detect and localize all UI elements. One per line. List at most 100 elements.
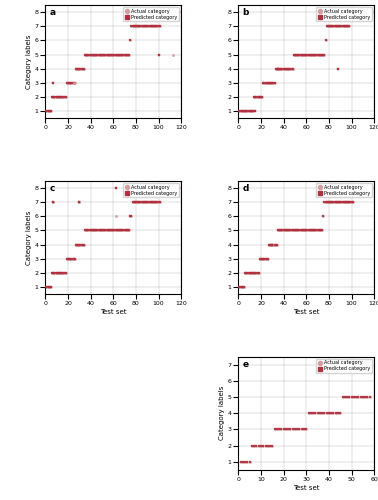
Point (252, 93, 258, 101)
Point (125, 226, 131, 234)
Point (349, 393, 355, 401)
Point (299, 50, 305, 58)
Point (319, 50, 325, 58)
Point (156, 198, 162, 206)
Point (141, 198, 147, 206)
Point (91, 226, 97, 234)
Point (338, 22, 344, 30)
Point (258, 255, 264, 263)
Point (149, 198, 155, 206)
Point (363, 184, 369, 192)
Point (90, 50, 96, 58)
Point (305, 410, 311, 418)
Point (90, 226, 96, 234)
Point (319, 226, 325, 234)
Point (70, 255, 76, 263)
Point (267, 240, 273, 248)
Point (130, 22, 136, 30)
Point (294, 226, 300, 234)
Point (286, 226, 292, 234)
Point (260, 79, 266, 87)
Point (268, 240, 274, 248)
Point (349, 198, 355, 206)
Point (353, 184, 359, 192)
Point (361, 184, 367, 192)
Point (250, 108, 256, 116)
Point (278, 226, 284, 234)
Point (130, 198, 136, 206)
Point (112, 226, 118, 234)
Y-axis label: Category labels: Category labels (218, 386, 225, 440)
Point (324, 22, 330, 30)
Point (297, 50, 304, 58)
Point (124, 226, 130, 234)
Point (163, 184, 169, 192)
Point (262, 255, 268, 263)
Point (285, 426, 291, 434)
Point (282, 65, 288, 73)
Point (74, 240, 80, 248)
Point (110, 50, 116, 58)
Point (240, 283, 246, 291)
Point (364, 8, 370, 16)
Point (332, 22, 338, 30)
Point (350, 8, 356, 16)
Point (314, 50, 321, 58)
Point (342, 198, 348, 206)
Point (56, 269, 62, 277)
Point (152, 22, 158, 30)
Point (93, 226, 99, 234)
Point (359, 184, 365, 192)
Point (361, 184, 367, 192)
Point (366, 8, 372, 16)
Point (123, 50, 129, 58)
Point (335, 410, 341, 418)
Text: d: d (242, 184, 249, 193)
Point (317, 226, 323, 234)
Point (341, 198, 347, 206)
Point (142, 22, 148, 30)
Point (244, 458, 250, 466)
Point (146, 22, 152, 30)
Point (294, 50, 300, 58)
Point (174, 184, 180, 192)
Point (134, 198, 140, 206)
Point (291, 50, 297, 58)
Point (48, 108, 54, 116)
Point (274, 65, 280, 73)
Point (166, 8, 172, 16)
Point (156, 198, 162, 206)
Point (366, 8, 372, 16)
Point (327, 22, 333, 30)
Point (256, 93, 262, 101)
Point (131, 198, 137, 206)
Point (288, 65, 294, 73)
Point (288, 65, 294, 73)
Point (293, 226, 299, 234)
Point (309, 50, 315, 58)
Point (252, 269, 258, 277)
Point (269, 79, 275, 87)
Point (85, 226, 91, 234)
Point (138, 198, 144, 206)
Point (270, 240, 276, 248)
Point (249, 442, 255, 450)
Point (310, 226, 316, 234)
Point (85, 50, 91, 58)
Point (338, 198, 344, 206)
Point (285, 226, 291, 234)
Point (132, 198, 138, 206)
Point (47, 108, 53, 116)
Point (329, 22, 335, 30)
Point (119, 50, 125, 58)
Point (265, 255, 271, 263)
Point (314, 226, 321, 234)
Text: e: e (242, 360, 248, 369)
Point (344, 393, 350, 401)
Point (310, 410, 316, 418)
Point (271, 426, 277, 434)
Point (328, 22, 334, 30)
Point (169, 8, 175, 16)
Point (347, 198, 353, 206)
Point (282, 226, 288, 234)
